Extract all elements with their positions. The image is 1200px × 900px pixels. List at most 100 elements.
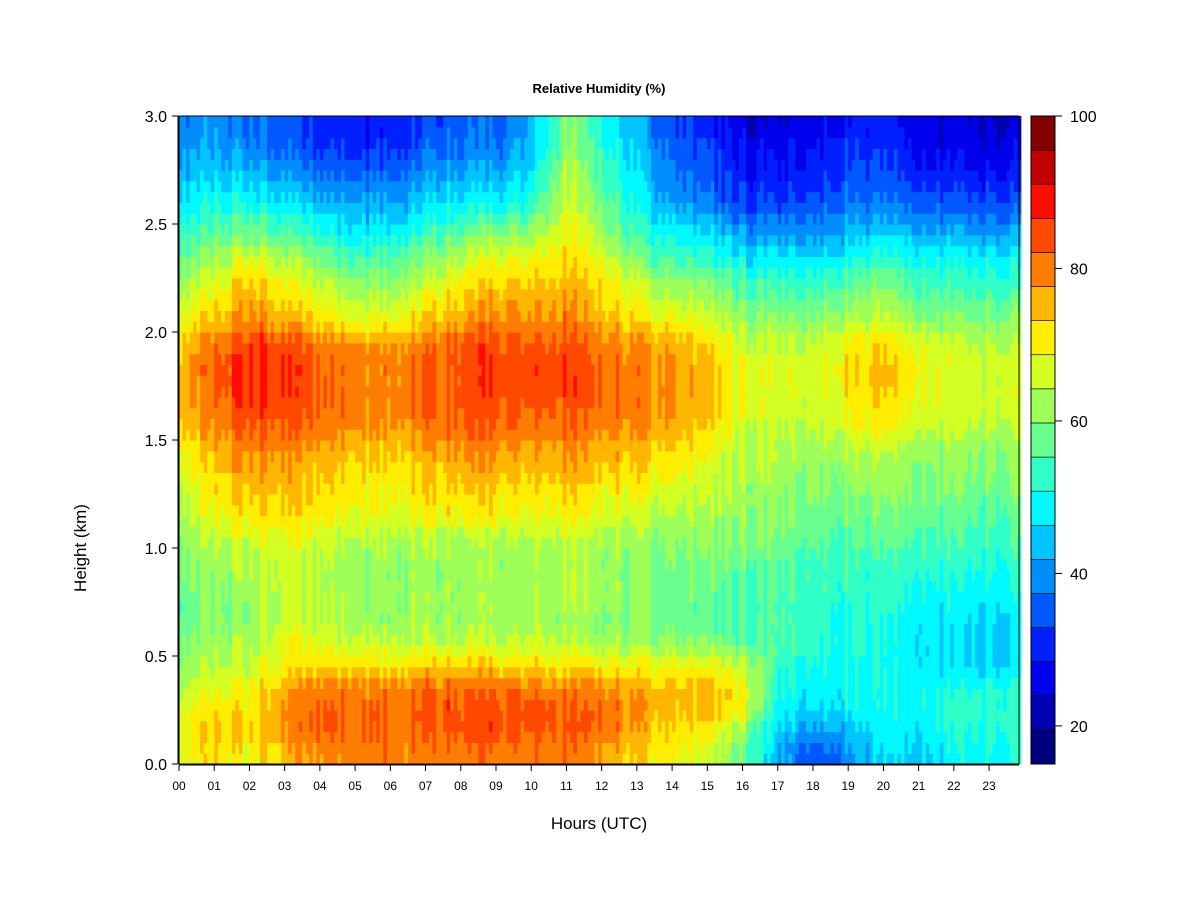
heatmap-cell (418, 461, 423, 473)
heatmap-cell (210, 483, 215, 495)
heatmap-cell (231, 353, 236, 365)
heatmap-cell (457, 645, 462, 657)
heatmap-cell (217, 494, 222, 506)
heatmap-cell (249, 504, 254, 517)
heatmap-cell (228, 753, 233, 765)
heatmap-cell (376, 623, 381, 635)
heatmap-cell (457, 666, 462, 679)
heatmap-cell (298, 515, 303, 527)
heatmap-cell (414, 677, 420, 689)
heatmap-cell (221, 224, 226, 236)
heatmap-cell (471, 612, 476, 625)
heatmap-cell (400, 256, 406, 268)
heatmap-cell (214, 180, 219, 193)
heatmap-cell (252, 580, 258, 592)
heatmap-cell (263, 461, 268, 473)
heatmap-cell (291, 461, 296, 473)
heatmap-cell (429, 126, 434, 139)
heatmap-cell (200, 472, 205, 484)
heatmap-cell (295, 180, 300, 193)
heatmap-cell (281, 677, 286, 689)
heatmap-cell (453, 191, 458, 203)
heatmap-cell (256, 288, 261, 301)
heatmap-cell (249, 602, 254, 614)
heatmap-cell (383, 310, 388, 322)
heatmap-cell (267, 634, 272, 646)
heatmap-cell (464, 126, 469, 139)
heatmap-cell (316, 699, 321, 711)
heatmap-cell (221, 170, 226, 182)
heatmap-cell (316, 159, 321, 171)
heatmap-cell (372, 677, 377, 689)
heatmap-cell (319, 699, 324, 711)
heatmap-cell (457, 753, 462, 765)
heatmap-cell (372, 224, 377, 236)
heatmap-cell (210, 332, 215, 344)
heatmap-cell (277, 299, 282, 311)
heatmap-cell (267, 494, 272, 506)
heatmap-cell (186, 386, 191, 398)
heatmap-cell (362, 753, 367, 765)
heatmap-cell (393, 569, 398, 581)
heatmap-cell (344, 278, 349, 290)
heatmap-cell (196, 720, 201, 733)
heatmap-cell (400, 612, 406, 625)
heatmap-cell (302, 234, 307, 247)
heatmap-cell (400, 591, 406, 603)
heatmap-cell (193, 321, 198, 333)
heatmap-cell (457, 710, 462, 722)
heatmap-cell (277, 332, 282, 344)
heatmap-cell (436, 720, 441, 733)
heatmap-cell (323, 494, 328, 506)
heatmap-cell (400, 526, 406, 538)
heatmap-cell (369, 494, 374, 506)
heatmap-cell (432, 256, 437, 268)
heatmap-cell (203, 710, 208, 722)
heatmap-cell (446, 116, 451, 128)
heatmap-cell (224, 116, 229, 128)
heatmap-cell (224, 472, 229, 484)
heatmap-cell (457, 364, 462, 376)
heatmap-cell (407, 191, 413, 203)
heatmap-cell (326, 634, 332, 646)
heatmap-cell (228, 677, 233, 689)
heatmap-cell (425, 461, 430, 473)
heatmap-cell (288, 656, 293, 668)
heatmap-cell (351, 666, 356, 679)
heatmap-cell (316, 450, 321, 463)
heatmap-cell (369, 321, 374, 333)
heatmap-cell (224, 159, 229, 171)
heatmap-cell (305, 494, 310, 506)
heatmap-cell (249, 645, 254, 657)
heatmap-cell (309, 634, 314, 646)
heatmap-cell (439, 537, 444, 549)
heatmap-cell (436, 332, 441, 344)
heatmap-cell (376, 429, 381, 441)
heatmap-cell (467, 656, 472, 668)
heatmap-cell (281, 202, 286, 214)
heatmap-cell (429, 278, 434, 290)
heatmap-cell (422, 515, 427, 527)
heatmap-cell (316, 191, 321, 203)
heatmap-cell (355, 720, 360, 733)
heatmap-cell (400, 450, 406, 463)
heatmap-cell (372, 591, 377, 603)
heatmap-cell (467, 342, 472, 355)
heatmap-cell (235, 494, 240, 506)
heatmap-cell (372, 753, 377, 765)
heatmap-cell (270, 569, 275, 581)
heatmap-cell (221, 234, 226, 247)
heatmap-cell (224, 342, 229, 355)
heatmap-cell (235, 126, 240, 139)
heatmap-cell (330, 418, 335, 430)
heatmap-cell (443, 548, 448, 560)
heatmap-cell (228, 137, 233, 149)
heatmap-cell (288, 623, 293, 635)
heatmap-cell (210, 548, 215, 560)
heatmap-cell (407, 234, 413, 247)
heatmap-cell (284, 450, 289, 463)
heatmap-cell (249, 558, 254, 571)
heatmap-cell (249, 386, 254, 398)
heatmap-cell (422, 407, 427, 419)
